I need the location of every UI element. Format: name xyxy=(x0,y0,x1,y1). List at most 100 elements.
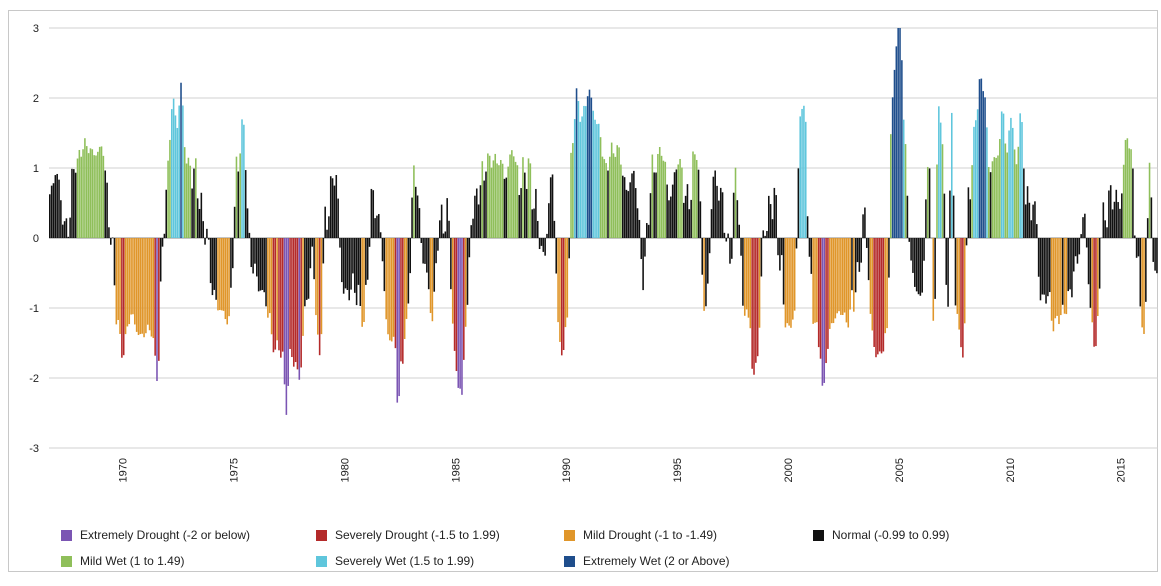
spi-bar xyxy=(836,238,838,313)
spi-bar xyxy=(1018,147,1020,238)
spi-bar xyxy=(1025,204,1027,238)
spi-bar xyxy=(764,236,766,238)
spi-bar xyxy=(487,153,489,238)
spi-bar xyxy=(703,238,705,311)
spi-bar xyxy=(1108,191,1110,239)
spi-bar xyxy=(165,190,167,238)
spi-bar xyxy=(474,196,476,238)
spi-bar xyxy=(526,189,528,238)
spi-bar xyxy=(873,238,875,347)
spi-bar xyxy=(964,238,966,323)
spi-bar xyxy=(97,152,99,238)
spi-bar xyxy=(1088,238,1090,284)
spi-bar xyxy=(921,238,923,293)
spi-bar xyxy=(783,238,785,304)
spi-bar xyxy=(396,238,398,403)
spi-bar xyxy=(206,229,208,238)
spi-bar xyxy=(933,238,935,321)
spi-bar xyxy=(199,209,201,238)
spi-bar xyxy=(877,238,879,354)
spi-bar xyxy=(759,238,761,328)
spi-bar xyxy=(524,173,526,238)
spi-bar xyxy=(666,185,668,238)
spi-bar xyxy=(550,177,552,238)
spi-bar xyxy=(572,143,574,238)
spi-bar xyxy=(999,139,1001,238)
spi-bar xyxy=(1086,238,1088,247)
spi-bar xyxy=(446,198,448,238)
spi-bar xyxy=(480,185,482,238)
spi-bar xyxy=(729,238,731,264)
spi-bar xyxy=(748,238,750,318)
spi-bar xyxy=(578,101,580,238)
legend-label: Severely Drought (-1.5 to 1.99) xyxy=(335,528,500,542)
spi-bar xyxy=(195,158,197,238)
spi-bar xyxy=(537,221,539,238)
spi-bar xyxy=(825,238,827,363)
spi-bar xyxy=(421,238,423,243)
legend-label: Mild Drought (-1 to -1.49) xyxy=(583,528,717,542)
legend-extremely-wet: Extremely Wet (2 or Above) xyxy=(564,554,730,568)
spi-bar xyxy=(162,238,164,247)
spi-bar xyxy=(311,238,313,247)
spi-bar xyxy=(202,221,204,238)
spi-bar xyxy=(217,238,219,310)
spi-bar xyxy=(71,169,73,238)
spi-bar xyxy=(929,168,931,238)
x-tick-label: 2010 xyxy=(1005,458,1017,482)
spi-bar xyxy=(214,238,216,290)
spi-bar xyxy=(888,238,890,278)
spi-bar xyxy=(1027,186,1029,238)
spi-bar xyxy=(875,238,877,357)
spi-bar xyxy=(1019,113,1021,238)
spi-bar xyxy=(968,187,970,238)
spi-bar xyxy=(234,207,236,238)
spi-bar xyxy=(914,238,916,287)
spi-bar xyxy=(683,203,685,238)
spi-bar xyxy=(823,238,825,383)
legend-severely-drought: Severely Drought (-1.5 to 1.99) xyxy=(316,528,500,542)
spi-bar xyxy=(604,159,606,238)
spi-bar xyxy=(112,238,114,239)
spi-bar xyxy=(498,165,500,238)
x-tick-label: 1985 xyxy=(450,458,462,482)
spi-bar xyxy=(705,238,707,306)
spi-bar xyxy=(496,163,498,238)
spi-bar xyxy=(530,163,532,238)
spi-bar xyxy=(1130,149,1132,238)
legend-label: Normal (-0.99 to 0.99) xyxy=(832,528,949,542)
spi-bar xyxy=(395,238,397,348)
spi-bar xyxy=(465,238,467,327)
spi-bar xyxy=(751,238,753,369)
spi-bar xyxy=(543,238,545,252)
spi-bar xyxy=(156,238,158,381)
spi-bar xyxy=(411,198,413,238)
spi-bar xyxy=(788,238,790,326)
spi-bar xyxy=(1001,111,1003,238)
spi-bar xyxy=(903,120,905,238)
spi-bar xyxy=(88,153,90,238)
spi-bar xyxy=(226,238,228,324)
spi-bar xyxy=(1030,220,1032,238)
spi-bar xyxy=(750,238,752,328)
spi-bar xyxy=(315,238,317,315)
spi-bar xyxy=(128,238,130,324)
spi-bar xyxy=(337,199,339,238)
spi-bar xyxy=(744,238,746,316)
spi-bar xyxy=(884,238,886,333)
spi-bar xyxy=(348,238,350,300)
spi-bar xyxy=(153,238,155,338)
spi-bar xyxy=(567,238,569,318)
spi-bar xyxy=(733,193,735,238)
spi-bar xyxy=(762,230,764,238)
spi-bar xyxy=(607,171,609,238)
spi-bar xyxy=(1051,238,1053,321)
spi-bar xyxy=(574,119,576,238)
spi-bar xyxy=(975,120,977,238)
spi-bar xyxy=(121,238,123,358)
spi-bar xyxy=(552,174,554,238)
spi-bar xyxy=(69,218,71,238)
spi-bar xyxy=(184,147,186,238)
spi-bar xyxy=(555,238,557,274)
